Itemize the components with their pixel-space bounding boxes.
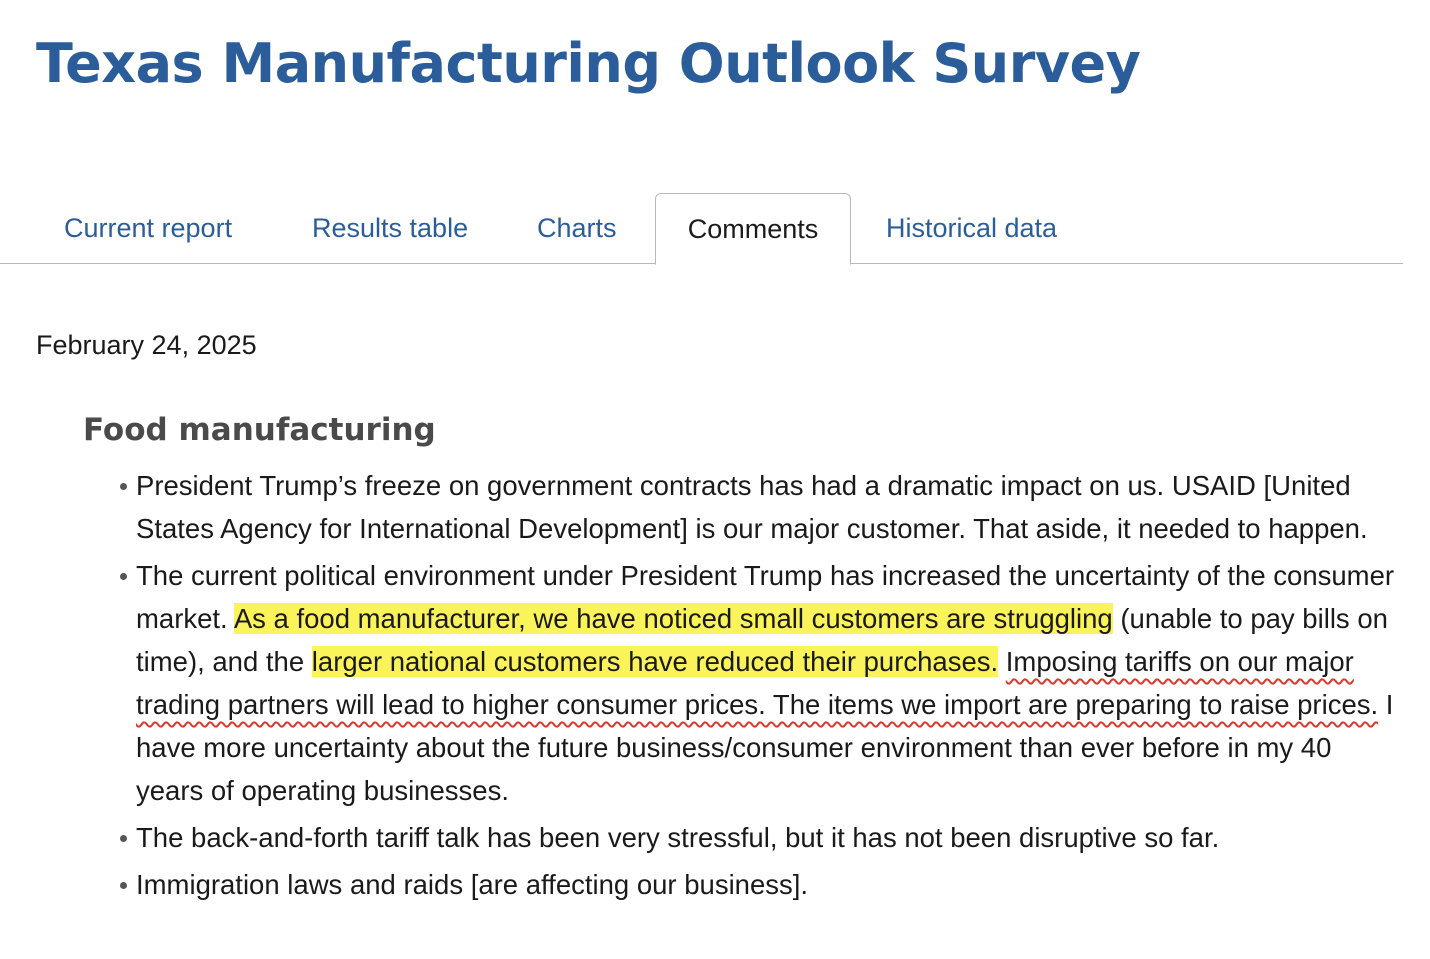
comment-list: President Trump’s freeze on government c…: [120, 464, 1406, 910]
comment-text-segment: [998, 646, 1006, 677]
highlighted-text: As a food manufacturer, we have noticed …: [233, 603, 1113, 634]
bullet-icon: [120, 882, 127, 889]
comment-item: The current political environment under …: [120, 554, 1406, 812]
tab-comments[interactable]: Comments: [655, 193, 851, 265]
tab-results-table[interactable]: Results table: [312, 213, 469, 243]
tab-bar: Current report Results table Charts Comm…: [0, 193, 1403, 265]
comment-text-segment: The current political environment under …: [136, 560, 1395, 634]
comment-text: Immigration laws and raids [are affectin…: [136, 869, 809, 900]
highlighted-text: larger national customers have reduced t…: [311, 646, 999, 677]
page-title: Texas Manufacturing Outlook Survey: [36, 32, 1141, 95]
comment-text-segment: I have more uncertainty about the future…: [136, 689, 1394, 806]
comment-item: The back-and-forth tariff talk has been …: [120, 816, 1406, 859]
bullet-icon: [120, 483, 127, 490]
bullet-icon: [120, 573, 127, 580]
underlined-text: Imposing tariffs on our major trading pa…: [136, 646, 1379, 720]
comment-item: President Trump’s freeze on government c…: [120, 464, 1406, 550]
tab-charts[interactable]: Charts: [537, 213, 617, 243]
comment-text: President Trump’s freeze on government c…: [136, 470, 1368, 544]
comment-text: The back-and-forth tariff talk has been …: [136, 822, 1220, 853]
report-date: February 24, 2025: [36, 330, 257, 360]
tab-current-report[interactable]: Current report: [64, 213, 233, 243]
comment-text-segment: (unable to pay bills on time), and the: [136, 603, 1388, 677]
bullet-icon: [120, 835, 127, 842]
comment-item: Immigration laws and raids [are affectin…: [120, 863, 1406, 906]
section-heading: Food manufacturing: [83, 412, 436, 448]
tab-historical-data[interactable]: Historical data: [886, 213, 1058, 243]
